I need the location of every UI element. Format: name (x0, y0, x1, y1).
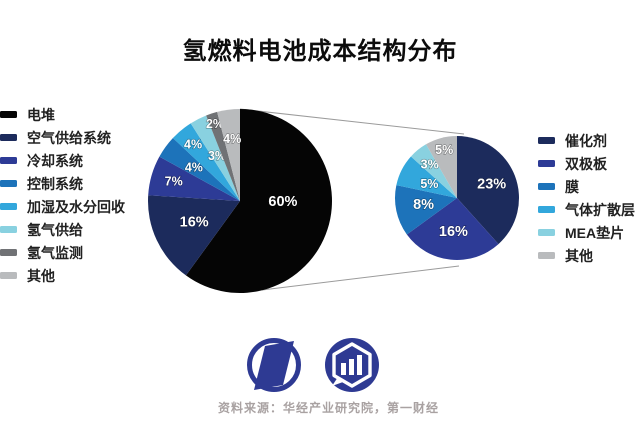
legend-swatch (538, 137, 555, 144)
legend-swatch (0, 157, 17, 164)
left-legend-item-7: 其他 (0, 264, 125, 287)
left-pie-label-1: 16% (180, 215, 209, 231)
right-legend-item-2: 膜 (538, 175, 635, 198)
right-pie-label-1: 16% (439, 224, 468, 240)
yicai-logo (247, 338, 301, 392)
legend-label: 电堆 (27, 106, 55, 123)
left-legend-item-5: 氢气供给 (0, 218, 125, 241)
legend-label: MEA垫片 (565, 224, 625, 241)
right-pie-label-5: 5% (435, 143, 453, 157)
legend-swatch (538, 206, 555, 213)
right-pie-label-2: 8% (413, 197, 434, 213)
legend-swatch (538, 229, 555, 236)
legend-label: 控制系统 (27, 175, 83, 192)
left-pie-slice-7 (217, 109, 240, 201)
left-pie-label-4: 4% (184, 137, 202, 151)
right-pie-slice-1 (406, 198, 499, 260)
legend-swatch (538, 183, 555, 190)
left-legend-item-0: 电堆 (0, 103, 125, 126)
left-pie-slice-6 (206, 111, 240, 201)
legend-swatch (0, 111, 17, 118)
legend-label: 催化剂 (565, 132, 607, 149)
logo-bar-chart-icon (341, 355, 362, 375)
left-legend-item-4: 加湿及水分回收 (0, 195, 125, 218)
right-pie-slice-4 (410, 144, 457, 198)
legend-swatch (538, 160, 555, 167)
left-legend-item-2: 冷却系统 (0, 149, 125, 172)
left-pie-label-0: 60% (268, 194, 297, 210)
legend-label: 空气供给系统 (27, 129, 111, 146)
legend-swatch (0, 203, 17, 210)
right-pie-slice-2 (394, 185, 457, 235)
logo-hexagon (332, 342, 372, 388)
right-pie-slice-0 (457, 136, 519, 245)
legend-swatch (0, 134, 17, 141)
left-pie-label-2: 7% (165, 175, 183, 189)
legend-left: 电堆空气供给系统 冷却系统控制系统加湿及水分回收 氢气供给氢气监测其他 (0, 103, 125, 287)
left-pie-slice-4 (172, 123, 240, 201)
left-pie-slice-1 (147, 195, 240, 276)
right-legend-item-5: 其他 (538, 244, 635, 267)
legend-label: 氢气监测 (27, 244, 83, 261)
logo-ring (247, 338, 301, 392)
right-pie-label-0: 23% (477, 177, 506, 193)
legend-right: 催化剂双极板膜气体扩散层 MEA垫片其他 (538, 129, 635, 267)
legend-swatch (0, 226, 17, 233)
left-pie-slice-5 (190, 115, 240, 201)
legend-label: 膜 (565, 178, 579, 195)
right-pie-slice-3 (396, 156, 457, 198)
left-legend-item-6: 氢气监测 (0, 241, 125, 264)
right-pie-slice-5 (426, 136, 457, 198)
left-pie-slice-0 (185, 109, 332, 293)
chart-title: 氢燃料电池成本结构分布 (182, 38, 458, 65)
legend-swatch (538, 252, 555, 259)
left-pie-slice-3 (159, 138, 240, 201)
source-note: 资料来源：华经产业研究院，第一财经 (218, 401, 440, 415)
right-pie-label-3: 5% (420, 177, 438, 191)
left-legend-item-3: 控制系统 (0, 172, 125, 195)
left-pie-label-3: 4% (185, 161, 203, 175)
zoom-connector-top (239, 108, 465, 135)
legend-label: 氢气供给 (27, 221, 83, 238)
logo-parallelogram (254, 341, 294, 390)
legend-label: 其他 (27, 267, 55, 284)
huajing-logo (325, 338, 379, 392)
left-pie-slice-2 (148, 156, 240, 201)
logo-tail (332, 377, 343, 386)
zoom-connector-bottom (261, 265, 460, 291)
right-legend-item-3: 气体扩散层 (538, 198, 635, 221)
legend-swatch (0, 272, 17, 279)
legend-swatch (0, 249, 17, 256)
legend-label: 其他 (565, 247, 593, 264)
legend-swatch (0, 180, 17, 187)
left-pie-label-7: 4% (223, 132, 241, 146)
legend-label: 冷却系统 (27, 152, 83, 169)
legend-label: 气体扩散层 (565, 201, 635, 218)
left-legend-item-1: 空气供给系统 (0, 126, 125, 149)
right-pie-label-4: 3% (421, 157, 439, 171)
legend-label: 双极板 (565, 155, 607, 172)
right-legend-item-0: 催化剂 (538, 129, 635, 152)
right-legend-item-1: 双极板 (538, 152, 635, 175)
legend-label: 加湿及水分回收 (27, 198, 125, 215)
right-legend-item-4: MEA垫片 (538, 221, 635, 244)
